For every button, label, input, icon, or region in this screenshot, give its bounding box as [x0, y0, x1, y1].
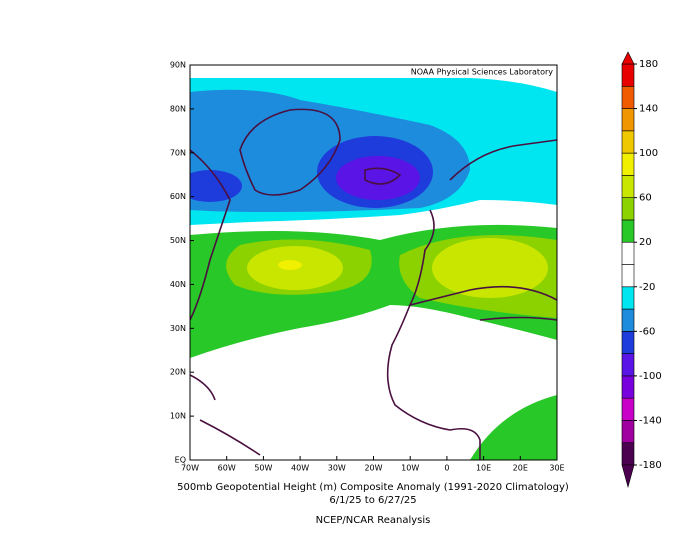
x-tick-label: 10W [401, 464, 419, 473]
colorbar-box [621, 63, 635, 87]
anomaly-field [190, 78, 557, 460]
colorbar-box [621, 219, 635, 243]
y-tick-label: 90N [170, 61, 186, 70]
x-tick-label: 70W [181, 464, 199, 473]
colorbar-box [621, 152, 635, 176]
coastline [364, 167, 402, 185]
colorbar-box [621, 331, 635, 354]
x-tick-label: 20W [364, 464, 382, 473]
title: 500mb Geopotential Height (m) Composite … [177, 482, 569, 493]
colorbar-label: 20 [639, 237, 652, 248]
contour-fill [470, 395, 557, 460]
contour-fill [500, 145, 557, 202]
contour-fill [190, 170, 242, 202]
credit: NOAA Physical Sciences Laboratory [411, 68, 554, 77]
colorbar-box [621, 308, 635, 332]
colorbar-label: -60 [639, 326, 655, 337]
source: NCEP/NCAR Reanalysis [316, 515, 431, 526]
colorbar-box [621, 130, 635, 154]
colorbar-box [621, 286, 635, 310]
coastline [190, 374, 261, 456]
colorbar-box [621, 442, 635, 466]
colorbar-box [621, 85, 635, 109]
y-tick-label: 50N [170, 236, 186, 245]
colorbar-arrow [621, 51, 635, 65]
coastline [239, 108, 341, 196]
colorbar-box [621, 353, 635, 377]
y-tick-label: 70N [170, 148, 186, 157]
x-tick-label: 50W [254, 464, 272, 473]
colorbar-box [621, 108, 635, 132]
colorbar-label: -180 [639, 460, 662, 471]
colorbar-box [621, 420, 635, 444]
x-tick-label: 40W [291, 464, 309, 473]
colorbar-label: -100 [639, 371, 662, 382]
x-tick-label: 60W [218, 464, 236, 473]
subtitle: 6/1/25 to 6/27/25 [329, 495, 416, 506]
y-tick-label: EQ [175, 456, 186, 465]
coastline [190, 149, 231, 321]
x-tick-label: 10E [476, 464, 491, 473]
colorbar-label: -140 [639, 415, 662, 426]
contour-fill [336, 156, 420, 200]
colorbar-box [621, 397, 635, 421]
colorbar-box [621, 241, 635, 265]
y-tick-label: 80N [170, 104, 186, 113]
y-tick-label: 30N [170, 324, 186, 333]
colorbar-label: 60 [639, 193, 652, 204]
colorbar-arrow [621, 464, 635, 489]
contour-fill [432, 238, 548, 298]
y-tick-label: 10N [170, 412, 186, 421]
y-tick-label: 20N [170, 368, 186, 377]
x-tick-label: 30E [549, 464, 564, 473]
x-tick-label: 0 [444, 464, 449, 473]
colorbar-label: -20 [639, 282, 655, 293]
y-tick-label: 40N [170, 280, 186, 289]
colorbar-box [621, 375, 635, 399]
colorbar-box [621, 197, 635, 221]
x-tick-label: 30W [328, 464, 346, 473]
coastline [386, 304, 557, 460]
colorbar-label: 100 [639, 148, 658, 159]
colorbar-label: 180 [639, 59, 658, 70]
colorbar-box [621, 264, 635, 288]
coastline [408, 139, 557, 307]
contour-fill [278, 260, 302, 270]
colorbar-box [621, 175, 635, 198]
colorbar-label: 140 [639, 104, 658, 115]
x-tick-label: 20E [513, 464, 528, 473]
y-tick-label: 60N [170, 192, 186, 201]
